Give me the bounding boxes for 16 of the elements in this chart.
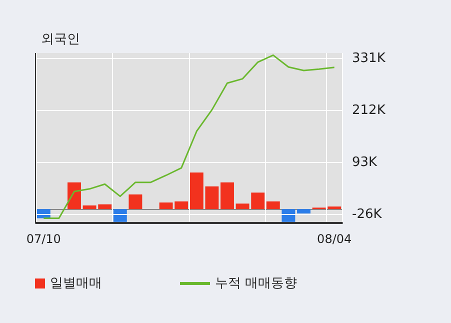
bar <box>282 209 296 222</box>
x-tick-label: 08/04 <box>317 232 352 246</box>
bar <box>220 182 234 210</box>
legend-label: 누적 매매동향 <box>215 276 298 291</box>
bar <box>297 209 310 214</box>
chart-title: 외국인 <box>41 32 80 47</box>
bar <box>266 201 280 210</box>
legend-label: 일별매매 <box>50 276 102 291</box>
y-tick-label: 93K <box>352 155 378 170</box>
x-tick-label: 07/10 <box>26 232 61 246</box>
bar <box>68 182 81 210</box>
y-tick-label: 212K <box>352 103 386 118</box>
bar <box>128 194 142 210</box>
y-tick-label: -26K <box>352 207 382 222</box>
y-tick-label: 331K <box>352 51 386 66</box>
bar <box>113 209 127 222</box>
